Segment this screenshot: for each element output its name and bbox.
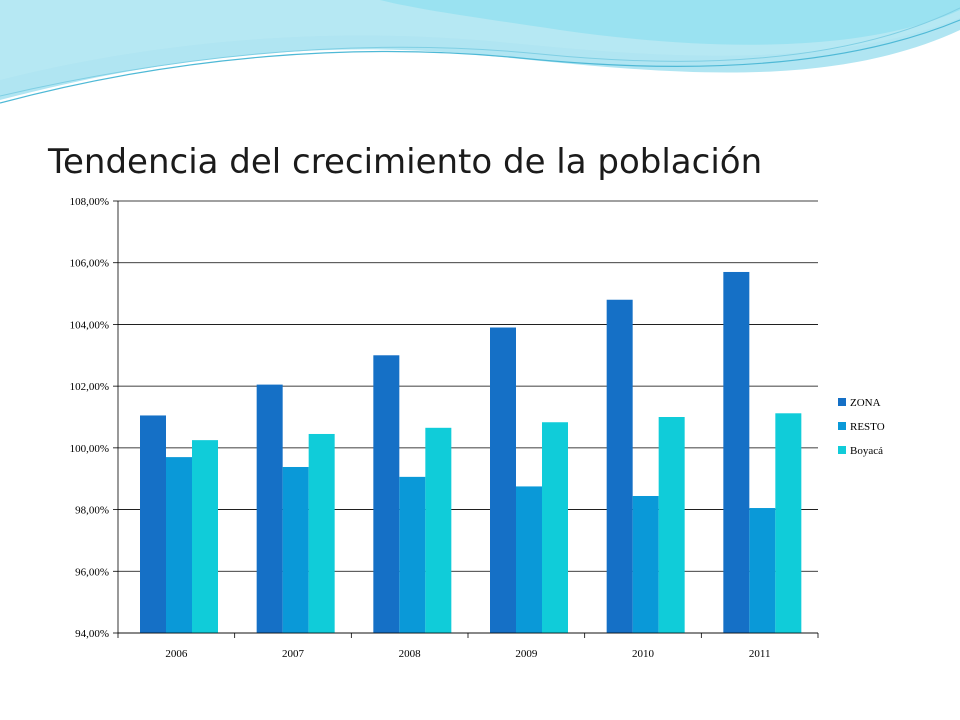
bar-zona-2010 (606, 299, 633, 633)
x-tick-label: 2006 (165, 648, 188, 660)
x-tick-label: 2010 (632, 648, 655, 660)
slide-title: Tendencia del crecimiento de la població… (48, 142, 763, 182)
bar-resto-2009 (516, 486, 542, 633)
bar-boyac-2008 (425, 427, 452, 633)
y-tick-label: 104,00% (70, 319, 109, 331)
x-tick-label: 2008 (399, 648, 422, 660)
legend-swatch (838, 422, 846, 430)
y-tick-label: 98,00% (75, 505, 109, 517)
bar-resto-2007 (282, 466, 309, 633)
bar-boyac-2007 (308, 433, 335, 633)
x-tick-label: 2011 (749, 648, 771, 660)
bar-resto-2011 (749, 508, 776, 633)
bar-zona-2007 (256, 384, 283, 633)
bar-resto-2008 (399, 476, 426, 633)
x-tick-label: 2007 (282, 648, 305, 660)
y-tick-label: 100,00% (70, 443, 109, 455)
y-tick-labels: 94,00% 96,00% 98,00% 100,00% 102,00% 104,00% 1… (70, 196, 109, 640)
legend-label: ZONA (850, 397, 881, 409)
bar-boyac-2006 (192, 440, 218, 633)
wave-shape-bright (380, 0, 960, 45)
legend-label: RESTO (850, 421, 885, 433)
y-tick-label: 96,00% (75, 566, 109, 578)
x-tick-labels: 2006 2007 2008 2009 2010 2011 (165, 648, 770, 660)
bar-resto-2010 (632, 495, 659, 633)
axes (113, 200, 819, 638)
wave-line-1 (0, 19, 960, 104)
bar-zona-2009 (490, 327, 516, 633)
legend-swatch (838, 398, 846, 406)
y-tick-label: 106,00% (70, 258, 109, 270)
legend-label: Boyacá (850, 445, 883, 457)
y-tick-label: 94,00% (75, 628, 109, 640)
y-tick-label: 102,00% (70, 381, 109, 393)
bar-zona-2008 (373, 355, 400, 633)
bar-boyac-2009 (542, 422, 568, 633)
legend: ZONA RESTO Boyacá (838, 397, 885, 457)
gridlines (118, 200, 818, 634)
bar-boyac-2010 (658, 417, 685, 633)
bar-zona-2011 (723, 271, 750, 633)
header-wave-decoration (0, 0, 960, 104)
bar-resto-2006 (166, 457, 192, 633)
wave-line-2 (0, 7, 960, 97)
legend-swatch (838, 446, 846, 454)
bar-boyac-2011 (775, 413, 802, 633)
bars (140, 271, 802, 633)
x-tick-label: 2009 (515, 648, 538, 660)
bar-zona-2006 (140, 415, 166, 633)
y-tick-label: 108,00% (70, 196, 109, 208)
